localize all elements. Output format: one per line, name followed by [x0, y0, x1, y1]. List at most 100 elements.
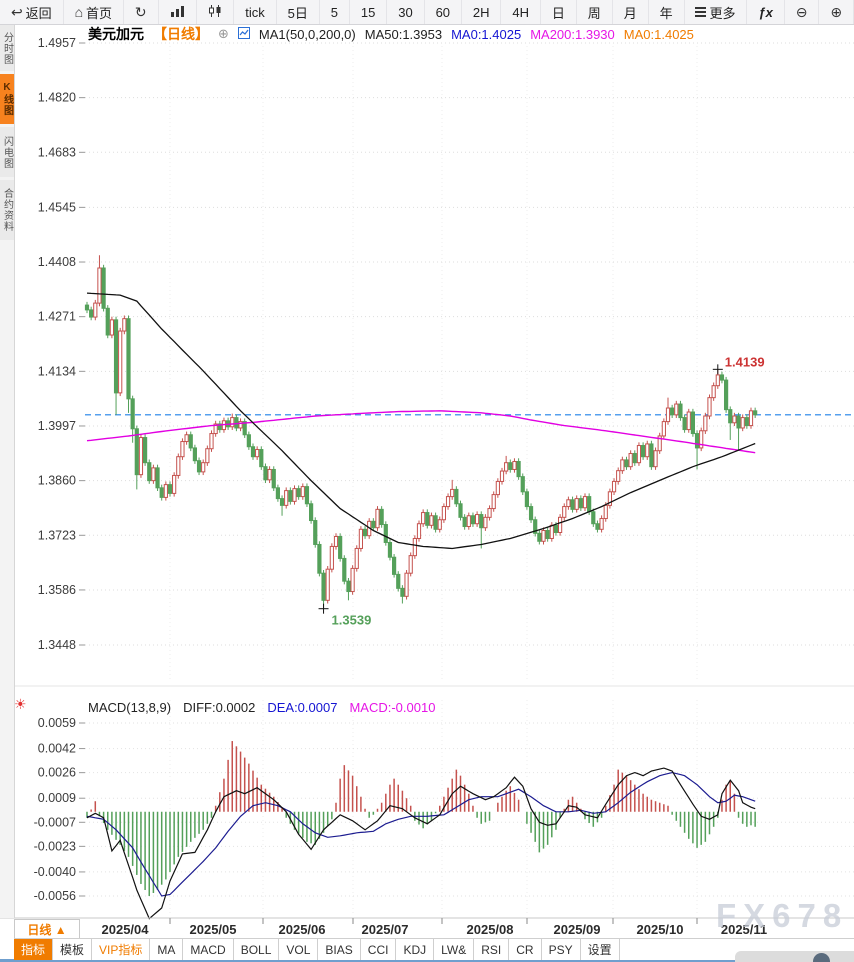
- diff-line: [86, 767, 756, 920]
- indicator-tab-VIP指标[interactable]: VIP指标: [92, 939, 151, 960]
- horizontal-scrollbar[interactable]: [735, 951, 854, 962]
- indicator-tab-BIAS[interactable]: BIAS: [318, 939, 361, 960]
- toolbar-item-day[interactable]: 日: [541, 0, 577, 24]
- toolbar-item-week[interactable]: 周: [577, 0, 613, 24]
- chart-type-sidebar: 分时图 K线图闪电图合约资料: [0, 25, 15, 918]
- svg-text:0.0026: 0.0026: [38, 766, 76, 780]
- main-y-axis-labels: 1.4957 1.4820 1.4683 1.4545 1.4408 1.4271 1.41…: [38, 36, 76, 652]
- indicator-visibility-icon[interactable]: ☀: [14, 696, 27, 712]
- zoom-in-icon: ⊕: [830, 4, 843, 20]
- indicator-tab-BOLL[interactable]: BOLL: [234, 939, 280, 960]
- svg-text:2025/06: 2025/06: [279, 922, 326, 937]
- period-selector[interactable]: 日线 ▲: [14, 919, 80, 939]
- svg-text:1.3860: 1.3860: [38, 474, 76, 488]
- add-indicator-icon[interactable]: ⊕: [218, 26, 229, 41]
- indicator-tab-指标[interactable]: 指标: [14, 939, 54, 960]
- svg-text:1.4820: 1.4820: [38, 91, 76, 105]
- indicator-tab-LW&[interactable]: LW&: [434, 939, 475, 960]
- period-tag[interactable]: 【日线】: [153, 26, 209, 42]
- price-annotations: 1.4139 1.3539: [318, 354, 765, 628]
- sidebar-tab-time-chart[interactable]: 分时图: [0, 25, 14, 71]
- sidebar-tab-kline-chart[interactable]: K线图: [0, 74, 14, 124]
- indicator-tab-bar: 指标 模板 VIP指标 MA MACD BOLL VOL BIAS CCI KDJ LW& RSI CR…: [14, 938, 854, 960]
- toolbar-item-home[interactable]: ⌂ 首页: [64, 0, 124, 24]
- toolbar-item-more[interactable]: 更多: [685, 0, 748, 24]
- toolbar-item-fx[interactable]: ƒx: [747, 0, 785, 24]
- svg-text:1.3586: 1.3586: [38, 583, 76, 597]
- ma-settings-label[interactable]: MA1(50,0,200,0): [258, 26, 356, 42]
- svg-text:1.4683: 1.4683: [38, 145, 76, 159]
- toolbar-item-back[interactable]: ↩ 返回: [0, 0, 64, 24]
- indicator-tab-MACD[interactable]: MACD: [183, 939, 234, 960]
- toolbar-item-candlestick[interactable]: [197, 0, 235, 24]
- svg-text:2025/11: 2025/11: [721, 922, 767, 937]
- svg-text:1.4545: 1.4545: [38, 200, 76, 214]
- bar-chart-icon: [170, 4, 186, 20]
- toolbar-item-label: 更多: [709, 5, 736, 21]
- indicator-tab-KDJ[interactable]: KDJ: [396, 939, 435, 960]
- toolbar-item-label: 60: [435, 4, 451, 20]
- x-axis-labels: 2025/04 2025/05 2025/06 2025/07 2025/08 2025/…: [102, 918, 767, 937]
- bottom-divider: [0, 959, 854, 962]
- watermark: FX678: [716, 897, 849, 934]
- toolbar-item-zoom-out[interactable]: ⊖: [785, 0, 820, 24]
- candle-wicks: [86, 255, 756, 609]
- toolbar-item-label: 年: [659, 5, 673, 21]
- indicator-tab-模板[interactable]: 模板: [53, 939, 93, 960]
- toolbar-item-bar-chart[interactable]: [159, 0, 198, 24]
- dea-line: [86, 771, 756, 897]
- toolbar-item-label: 返回: [25, 5, 52, 21]
- ma0-orange-value: MA0:1.4025: [623, 26, 694, 42]
- macd-title[interactable]: MACD(13,8,9): [88, 700, 172, 715]
- svg-text:1.3448: 1.3448: [38, 638, 76, 652]
- indicator-tab-PSY[interactable]: PSY: [542, 939, 581, 960]
- toolbar-item-h2[interactable]: 2H: [462, 0, 502, 24]
- svg-text:2025/08: 2025/08: [467, 922, 514, 937]
- toolbar-item-m60[interactable]: 60: [425, 0, 462, 24]
- toolbar-item-label: tick: [245, 4, 265, 20]
- macd-y-axis-labels: 0.0059 0.0042 0.0026 0.0009 -0.0007 -0.0023 -0…: [34, 716, 76, 903]
- svg-text:2025/10: 2025/10: [637, 922, 684, 937]
- toolbar-item-label: 月: [623, 5, 637, 21]
- menu-icon: [695, 5, 707, 19]
- svg-text:1.4408: 1.4408: [38, 255, 76, 269]
- toolbar-item-year[interactable]: 年: [649, 0, 685, 24]
- svg-text:-0.0056: -0.0056: [34, 889, 76, 903]
- refresh-icon: ↻: [134, 4, 147, 20]
- toolbar-item-5d[interactable]: 5日: [277, 0, 320, 24]
- toolbar-item-label: 4H: [512, 4, 530, 20]
- svg-text:1.4957: 1.4957: [38, 36, 76, 50]
- toolbar-item-label: 首页: [86, 5, 113, 21]
- toolbar-item-m30[interactable]: 30: [387, 0, 425, 24]
- scrollbar-knob[interactable]: [813, 953, 830, 962]
- toolbar-item-zoom-in[interactable]: ⊕: [819, 0, 854, 24]
- indicator-tab-CR[interactable]: CR: [509, 939, 542, 960]
- svg-text:1.3539: 1.3539: [332, 613, 372, 628]
- toolbar-item-m15[interactable]: 15: [350, 0, 388, 24]
- symbol-name: 美元加元: [88, 26, 144, 42]
- indicator-tab-CCI[interactable]: CCI: [361, 939, 397, 960]
- macd-indicator-bar: MACD(13,8,9) DIFF:0.0002 DEA:0.0007 MACD…: [88, 700, 435, 715]
- indicator-tab-RSI[interactable]: RSI: [474, 939, 510, 960]
- mini-chart-icon: [237, 26, 250, 42]
- indicator-tab-设置[interactable]: 设置: [581, 939, 620, 960]
- indicator-tab-VOL[interactable]: VOL: [279, 939, 319, 960]
- sidebar-tab-contract-info[interactable]: 合约资料: [0, 180, 14, 240]
- ma200-line: [86, 410, 756, 454]
- svg-text:2025/09: 2025/09: [554, 922, 601, 937]
- toolbar-item-month[interactable]: 月: [613, 0, 649, 24]
- sidebar-tab-lightning-chart[interactable]: 闪电图: [0, 127, 14, 177]
- svg-text:2025/07: 2025/07: [362, 922, 409, 937]
- toolbar-item-refresh[interactable]: ↻: [124, 0, 159, 24]
- main-gridlines: [79, 42, 854, 646]
- indicator-tab-MA[interactable]: MA: [150, 939, 184, 960]
- ma0-blue-value: MA0:1.4025: [451, 26, 522, 42]
- svg-text:0.0009: 0.0009: [38, 791, 76, 805]
- toolbar-item-m5[interactable]: 5: [320, 0, 350, 24]
- toolbar-item-h4[interactable]: 4H: [501, 0, 541, 24]
- svg-text:1.4134: 1.4134: [38, 364, 76, 378]
- toolbar-item-tick[interactable]: tick: [234, 0, 277, 24]
- macd-value: MACD:-0.0010: [349, 700, 436, 715]
